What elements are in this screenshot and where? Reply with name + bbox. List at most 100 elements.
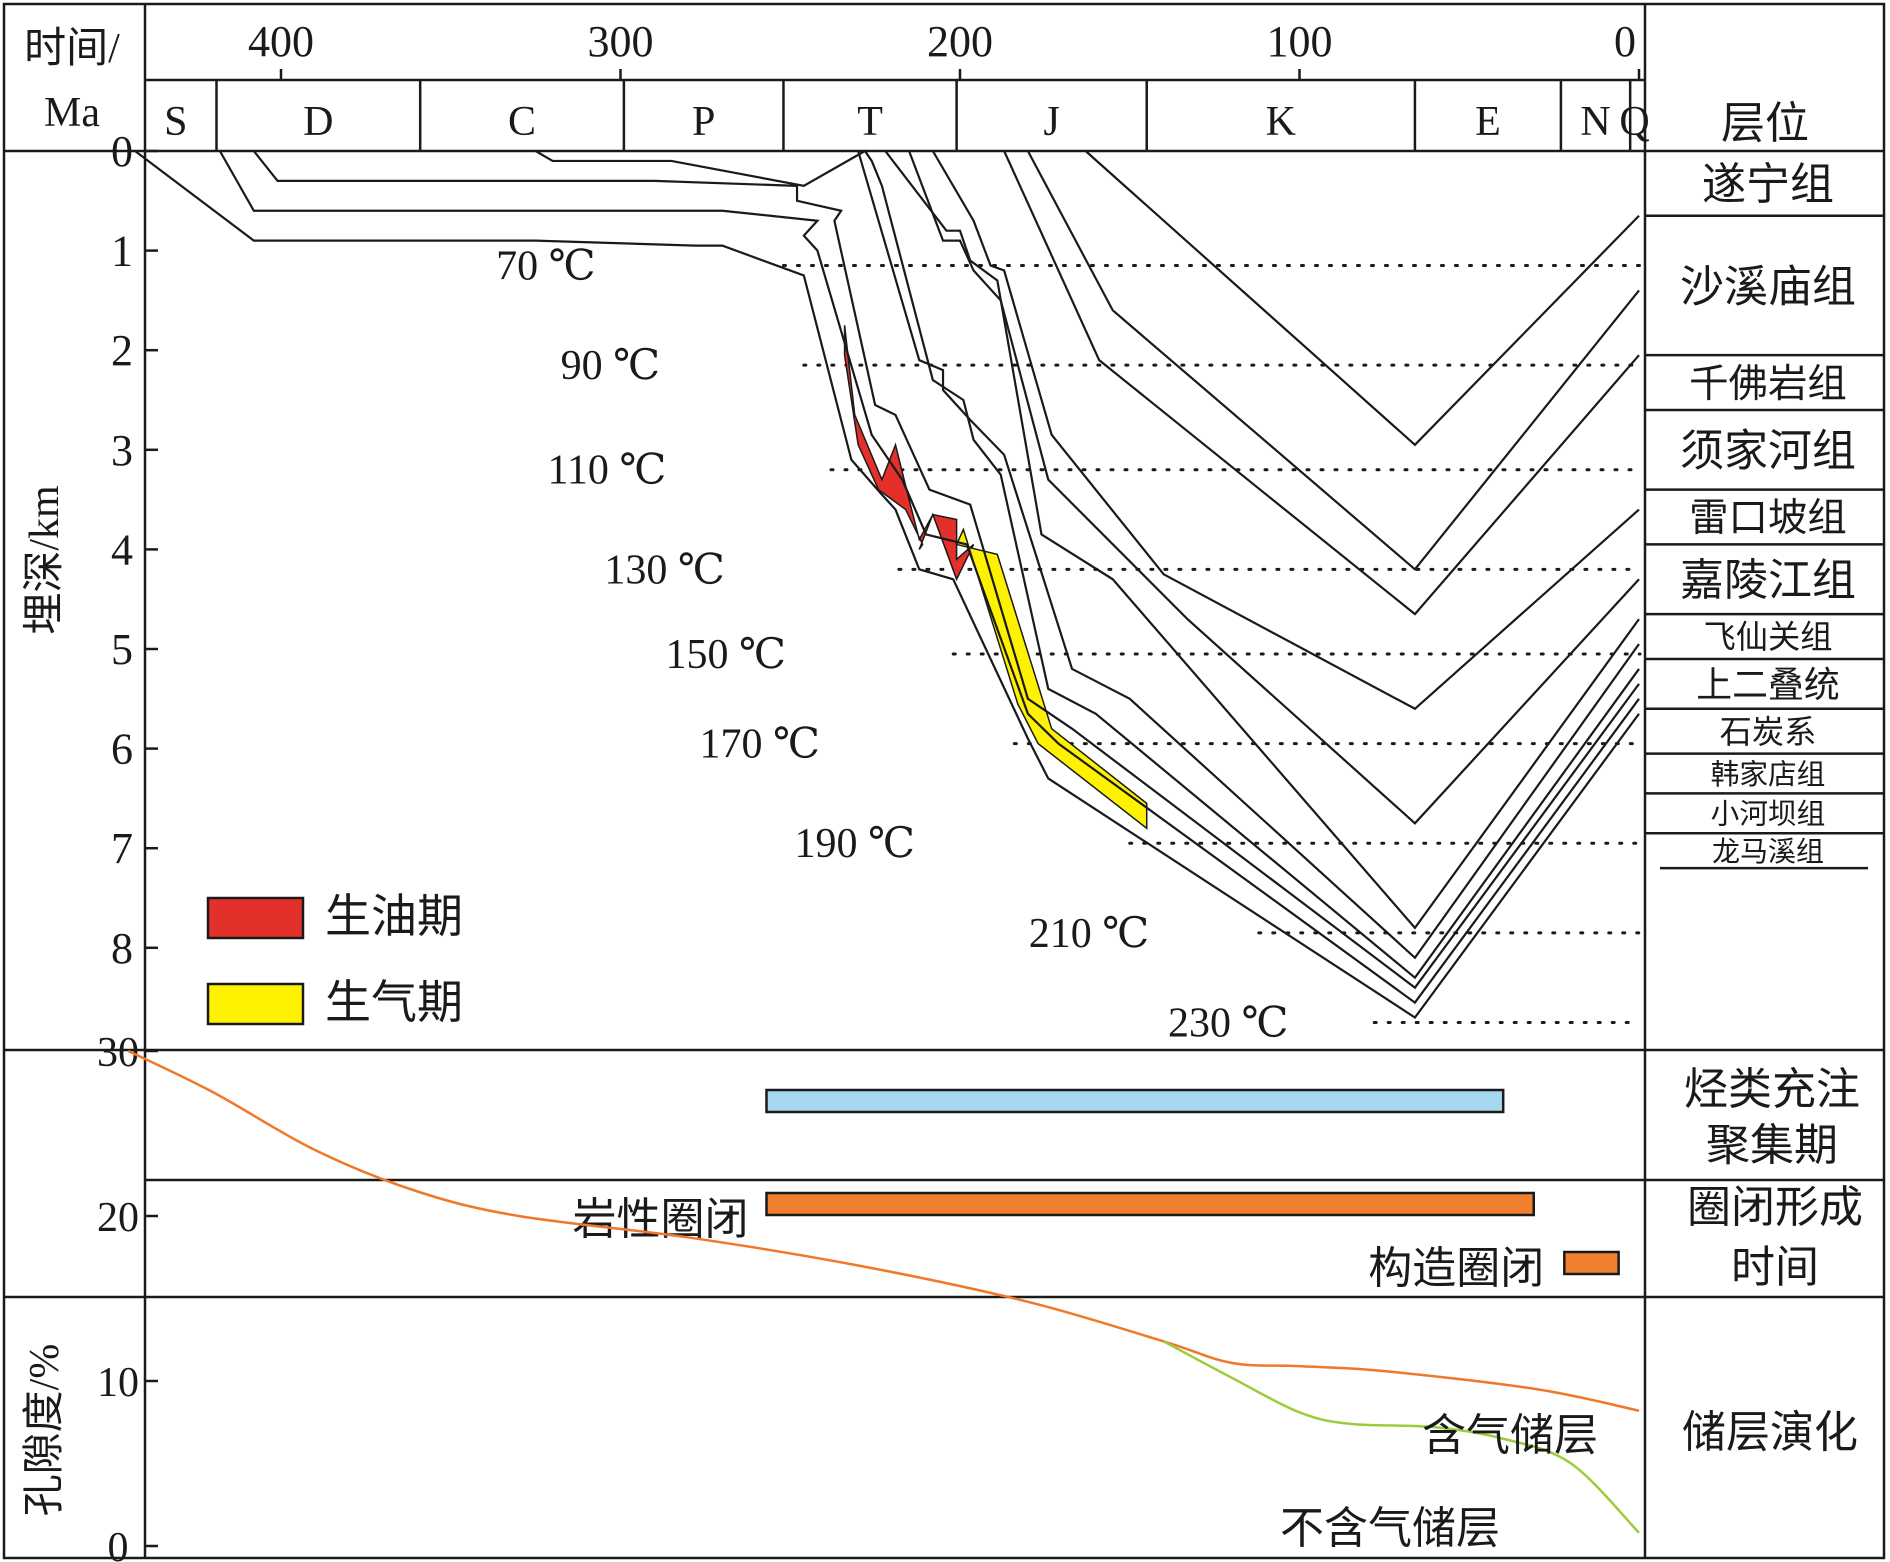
gas-window-polygon <box>955 527 1148 830</box>
formation-label: 千佛岩组 <box>1689 362 1847 406</box>
porosity-curve-gas <box>127 1049 1640 1412</box>
formation-label: 韩家店组 <box>1711 759 1826 791</box>
porosity-curve-nogas <box>1163 1340 1640 1534</box>
time-tick-label: 400 <box>248 17 314 66</box>
charging-label-line1: 烃类充注 <box>1684 1065 1860 1114</box>
porosity-axis-label: 孔隙度/% <box>22 1344 68 1517</box>
time-tick-label: 0 <box>1614 17 1636 66</box>
period-label: E <box>1475 99 1501 145</box>
formation-column: 遂宁组沙溪庙组千佛岩组须家河组雷口坡组嘉陵江组飞仙关组上二叠统石炭系韩家店组小河… <box>1645 160 1884 870</box>
burial-curves <box>134 149 1640 1020</box>
burial-curve <box>857 150 1640 960</box>
porosity-tick-label: 10 <box>97 1360 139 1406</box>
formation-label: 上二叠统 <box>1696 665 1839 705</box>
formation-label: 小河坝组 <box>1711 799 1826 831</box>
depth-axis-ticks: 0 1 2 3 4 5 6 7 8 <box>111 127 158 973</box>
period-label: C <box>508 99 536 145</box>
time-label-line2: Ma <box>44 90 100 136</box>
time-tick-label: 300 <box>588 17 654 66</box>
depth-tick-label: 7 <box>111 824 133 873</box>
isotherm-label: 210 ℃ <box>1029 911 1149 957</box>
period-label: D <box>303 99 333 145</box>
depth-tick-label: 5 <box>111 625 133 674</box>
legend-label: 生气期 <box>325 977 463 1028</box>
porosity-curves <box>127 1049 1640 1534</box>
formation-label: 嘉陵江组 <box>1680 556 1856 605</box>
depth-tick-label: 8 <box>111 924 133 973</box>
porosity-series-label-nogas: 不含气储层 <box>1280 1504 1500 1553</box>
burial-curve <box>884 150 1640 930</box>
isotherm-label: 90 ℃ <box>561 343 660 389</box>
legend-label: 生油期 <box>325 891 463 942</box>
legend-swatch <box>206 982 305 1026</box>
period-label: K <box>1266 99 1296 145</box>
burial-curve <box>908 150 1640 825</box>
lithologic-trap-label: 岩性圈闭 <box>572 1195 748 1244</box>
reservoir-evolution-label: 储层演化 <box>1682 1408 1858 1457</box>
time-label-line1: 时间/ <box>24 26 120 72</box>
burial-curve <box>535 149 1640 980</box>
isotherm-label: 230 ℃ <box>1168 1001 1288 1047</box>
isotherm-label: 70 ℃ <box>496 244 595 290</box>
porosity-tick-label: 20 <box>97 1195 139 1241</box>
lithologic-trap-bar <box>765 1191 1536 1217</box>
isotherm-label: 110 ℃ <box>547 448 666 494</box>
burial-curve <box>252 150 1640 990</box>
porosity-series-label-gas: 含气储层 <box>1422 1411 1598 1460</box>
formation-label: 遂宁组 <box>1702 160 1834 209</box>
trap-label-line2: 时间 <box>1731 1243 1819 1292</box>
depth-tick-label: 2 <box>111 326 133 375</box>
burial-curve <box>218 150 1640 1005</box>
period-label: Q <box>1619 99 1649 145</box>
trap-row: 岩性圈闭 构造圈闭 圈闭形成 时间 <box>572 1183 1863 1293</box>
time-tick-label: 200 <box>927 17 993 66</box>
isotherm-label: 150 ℃ <box>666 632 786 678</box>
burial-curve <box>931 150 1640 711</box>
burial-curve <box>134 150 1640 1020</box>
period-label: J <box>1043 99 1059 145</box>
time-tick-label: 100 <box>1267 17 1333 66</box>
period-label: S <box>164 99 187 145</box>
formation-label: 石炭系 <box>1720 714 1817 750</box>
isotherm-label: 190 ℃ <box>795 821 915 867</box>
depth-tick-label: 1 <box>111 227 133 276</box>
depth-tick-label: 4 <box>111 525 133 574</box>
isotherm-label: 130 ℃ <box>604 547 724 593</box>
time-axis-ticks: 400 300 200 100 0 <box>248 17 1641 80</box>
formation-label: 须家河组 <box>1680 427 1856 476</box>
structural-trap-label: 构造圈闭 <box>1368 1244 1544 1293</box>
period-label: T <box>857 99 883 145</box>
charging-row: 烃类充注 聚集期 <box>765 1065 1860 1170</box>
depth-tick-label: 3 <box>111 426 133 475</box>
period-label: P <box>692 99 715 145</box>
burial-curve <box>1026 150 1640 571</box>
depth-tick-label: 0 <box>111 127 133 176</box>
charging-label-line2: 聚集期 <box>1706 1121 1838 1170</box>
burial-curve <box>1084 150 1640 447</box>
depth-axis-label: 埋深/km <box>22 485 68 635</box>
header: 时间/ Ma 层位 埋深/km <box>22 26 1809 635</box>
formation-label: 龙马溪组 <box>1712 836 1824 868</box>
isotherms: 70 ℃ 90 ℃ 110 ℃ 130 ℃ 150 ℃ 170 ℃ 190 ℃ 210 ℃ 23… <box>496 244 1642 1047</box>
legend-swatch <box>206 896 305 940</box>
structural-trap-bar <box>1563 1250 1620 1276</box>
formation-label: 雷口坡组 <box>1689 496 1847 540</box>
layer-header: 层位 <box>1721 99 1809 148</box>
depth-tick-label: 6 <box>111 725 133 774</box>
trap-label-line1: 圈闭形成 <box>1687 1183 1863 1232</box>
charging-bar <box>765 1088 1505 1114</box>
formation-label: 飞仙关组 <box>1703 619 1832 655</box>
period-label: N <box>1580 99 1610 145</box>
maturity-windows <box>843 325 1148 830</box>
isotherm-label: 170 ℃ <box>699 722 819 768</box>
burial-curve <box>1003 150 1640 616</box>
porosity-tick-label: 0 <box>108 1525 129 1562</box>
formation-label: 沙溪庙组 <box>1680 262 1856 311</box>
